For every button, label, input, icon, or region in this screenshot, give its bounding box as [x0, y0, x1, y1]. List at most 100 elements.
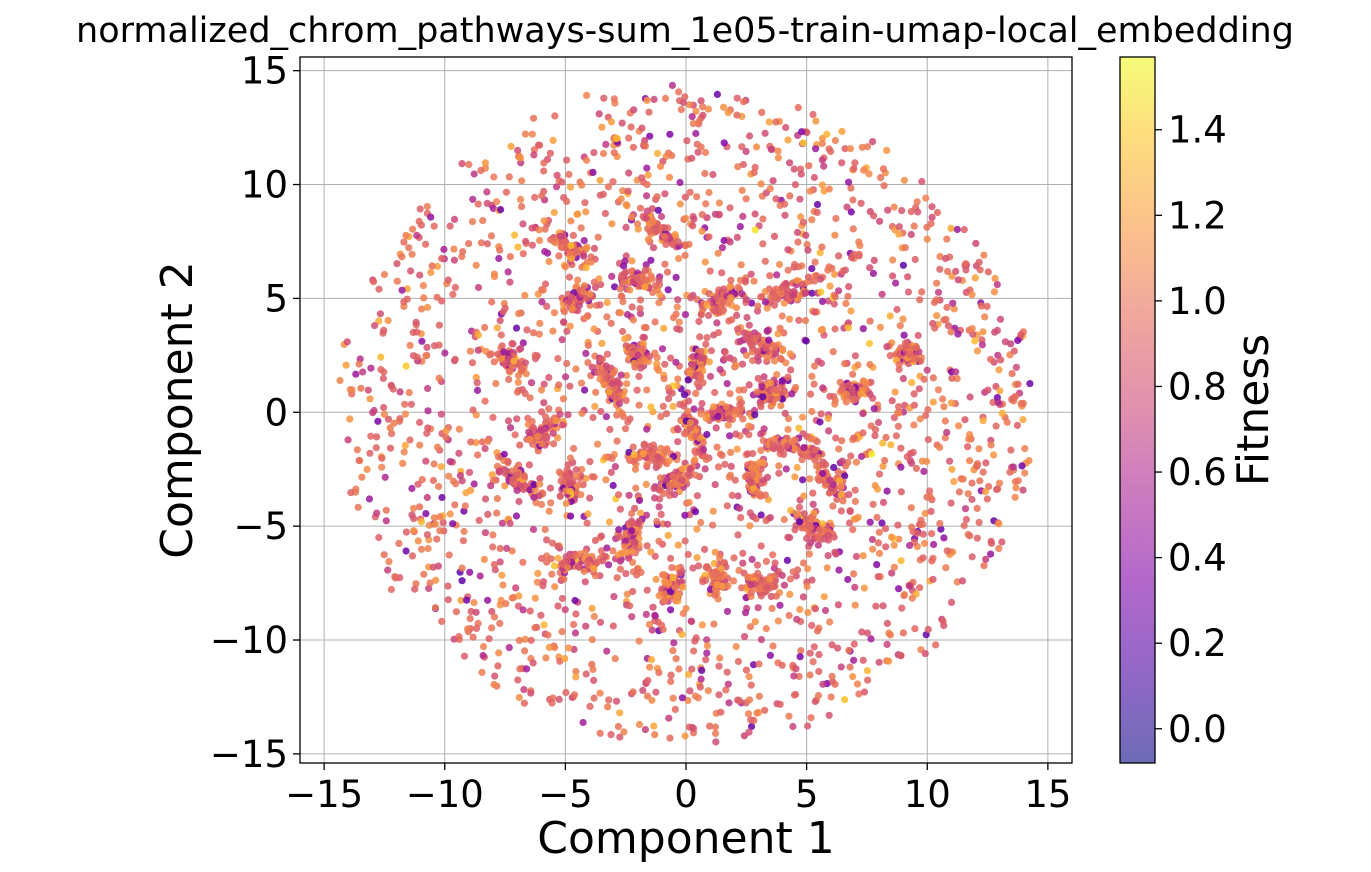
- scatter-point: [844, 324, 853, 332]
- scatter-point: [666, 734, 674, 742]
- scatter-point: [906, 351, 914, 359]
- scatter-point: [609, 481, 617, 490]
- scatter-point: [819, 384, 827, 392]
- scatter-point: [828, 672, 836, 680]
- scatter-point: [575, 481, 583, 489]
- scatter-point: [628, 509, 636, 518]
- scatter-point: [723, 380, 731, 388]
- scatter-point: [785, 712, 793, 720]
- scatter-point: [380, 403, 388, 412]
- scatter-point: [572, 365, 580, 373]
- scatter-point: [849, 196, 857, 204]
- scatter-point: [640, 276, 648, 284]
- scatter-point: [799, 559, 808, 567]
- scatter-point: [544, 631, 552, 639]
- scatter-point: [643, 207, 651, 215]
- scatter-point: [639, 345, 648, 353]
- scatter-point: [420, 570, 428, 578]
- scatter-point: [624, 418, 632, 426]
- scatter-point: [517, 345, 525, 353]
- scatter-point: [686, 188, 694, 196]
- scatter-point: [669, 314, 678, 322]
- scatter-point: [716, 365, 724, 374]
- scatter-point: [433, 535, 441, 543]
- scatter-point: [643, 542, 651, 550]
- scatter-point: [445, 551, 453, 559]
- scatter-point: [745, 321, 753, 329]
- scatter-point: [804, 565, 812, 573]
- y-tick-label: −5: [233, 505, 288, 548]
- scatter-point: [656, 162, 665, 171]
- scatter-point: [616, 557, 624, 565]
- scatter-point: [810, 362, 819, 370]
- scatter-point: [430, 514, 438, 522]
- scatter-point: [629, 143, 638, 151]
- scatter-point: [564, 563, 572, 571]
- scatter-point: [609, 547, 617, 555]
- scatter-point: [688, 665, 696, 673]
- scatter-point: [669, 472, 677, 480]
- scatter-point: [914, 331, 922, 340]
- scatter-point: [399, 459, 407, 467]
- scatter-point: [489, 543, 497, 551]
- scatter-point: [799, 413, 807, 421]
- scatter-point: [526, 486, 534, 494]
- scatter-point: [367, 364, 375, 372]
- scatter-point: [681, 251, 689, 259]
- scatter-point: [671, 705, 679, 714]
- scatter-point: [815, 667, 823, 676]
- scatter-point: [488, 471, 496, 479]
- scatter-point: [837, 491, 845, 499]
- scatter-point: [420, 294, 428, 302]
- scatter-point: [541, 525, 549, 534]
- scatter-point: [659, 625, 667, 634]
- scatter-point: [742, 195, 750, 203]
- scatter-point: [848, 385, 856, 393]
- scatter-point: [920, 467, 928, 475]
- scatter-point: [948, 465, 956, 473]
- scatter-point: [446, 510, 454, 518]
- scatter-point: [636, 204, 645, 212]
- scatter-point: [851, 352, 860, 360]
- scatter-point: [418, 337, 426, 345]
- scatter-point: [757, 403, 765, 411]
- scatter-point: [787, 366, 795, 374]
- scatter-point: [645, 108, 653, 116]
- scatter-point: [845, 283, 853, 291]
- scatter-point: [801, 317, 810, 325]
- scatter-point: [918, 457, 927, 465]
- scatter-point: [474, 200, 482, 208]
- scatter-point: [811, 605, 820, 613]
- scatter-point: [824, 266, 832, 274]
- scatter-point: [733, 233, 741, 241]
- scatter-point: [630, 457, 638, 466]
- scatter-point: [408, 250, 416, 258]
- scatter-point: [811, 308, 819, 316]
- scatter-point: [538, 440, 546, 448]
- scatter-point: [449, 520, 457, 528]
- scatter-point: [554, 602, 562, 610]
- scatter-point: [424, 544, 432, 553]
- scatter-point: [899, 629, 908, 637]
- scatter-point: [765, 336, 773, 344]
- scatter-point: [646, 352, 654, 360]
- scatter-point: [961, 416, 969, 424]
- scatter-point: [498, 519, 506, 527]
- scatter-point: [960, 226, 968, 234]
- scatter-point: [396, 388, 404, 396]
- scatter-point: [939, 617, 947, 625]
- scatter-point: [823, 130, 831, 138]
- scatter-point: [944, 322, 953, 330]
- scatter-point: [813, 462, 821, 470]
- scatter-point: [718, 451, 726, 459]
- scatter-point: [506, 278, 514, 286]
- scatter-point: [747, 581, 755, 589]
- scatter-point: [979, 417, 987, 425]
- scatter-point: [712, 571, 720, 579]
- scatter-point: [795, 672, 803, 681]
- scatter-point: [490, 273, 499, 281]
- scatter-point: [949, 299, 957, 307]
- scatter-point: [563, 156, 571, 164]
- scatter-point: [773, 371, 781, 379]
- scatter-point: [675, 255, 683, 263]
